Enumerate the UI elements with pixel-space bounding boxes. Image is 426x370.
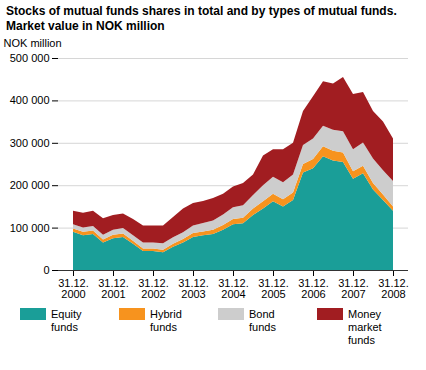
svg-text:300 000: 300 000: [10, 137, 50, 149]
svg-text:31.12.2002: 31.12.2002: [138, 277, 169, 300]
svg-text:31.12.2004: 31.12.2004: [218, 277, 249, 300]
html-text:Bond funds: Bond funds: [249, 308, 276, 333]
svg-text:500 000: 500 000: [10, 52, 50, 64]
html-text:Stocks of mutual funds shares: Stocks of mutual funds shares in total a…: [6, 4, 397, 33]
svg-text:31.12.2001: 31.12.2001: [98, 277, 129, 300]
html-text:Hybrid funds: Hybrid funds: [150, 308, 182, 333]
svg-text:31.12.2008: 31.12.2008: [378, 277, 409, 300]
svg-text:NOK million: NOK million: [4, 37, 62, 49]
svg-text:31.12.2006: 31.12.2006: [298, 277, 329, 300]
svg-text:31.12.2007: 31.12.2007: [338, 277, 369, 300]
svg-text:31.12.2005: 31.12.2005: [258, 277, 289, 300]
svg-text:400 000: 400 000: [10, 94, 50, 106]
svg-text:31.12.2000: 31.12.2000: [58, 277, 89, 300]
html-text:Equity funds: Equity funds: [51, 308, 82, 333]
html-text:Money market funds: Money market funds: [348, 308, 382, 346]
svg-text:31.12.2003: 31.12.2003: [178, 277, 209, 300]
svg-text:200 000: 200 000: [10, 179, 50, 191]
svg-text:0: 0: [43, 264, 49, 276]
svg-text:100 000: 100 000: [10, 222, 50, 234]
